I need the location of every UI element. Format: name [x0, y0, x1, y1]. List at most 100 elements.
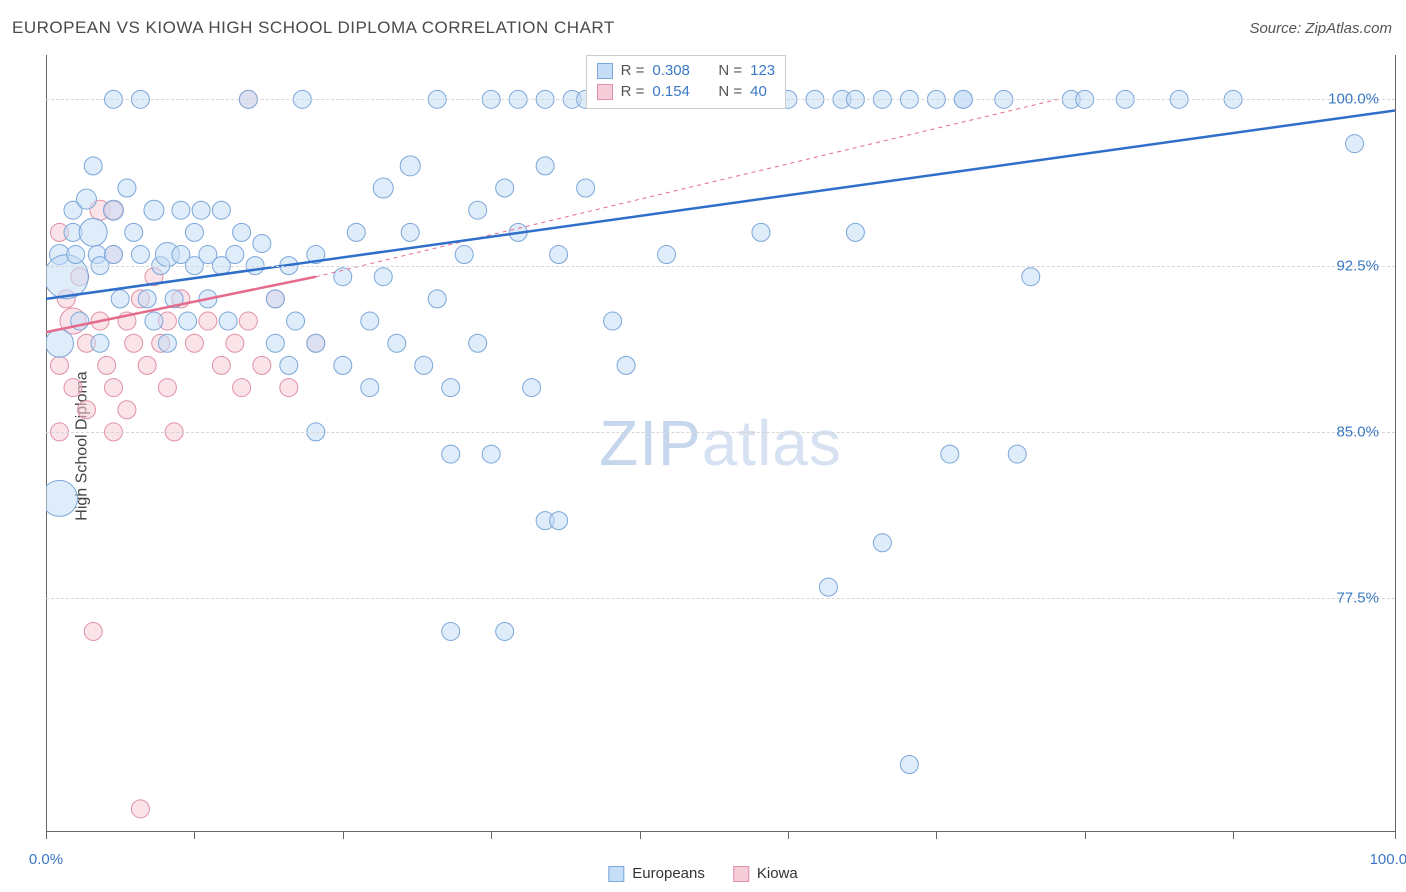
stats-n-value-europeans: 123 — [750, 62, 775, 79]
scatter-point-kiowa — [125, 334, 143, 352]
stats-n-label: N = — [718, 62, 742, 79]
scatter-point-europeans — [496, 179, 514, 197]
scatter-point-europeans — [219, 312, 237, 330]
trendline-kiowa-ext — [316, 99, 1058, 276]
stats-r-label: R = — [621, 83, 645, 100]
scatter-point-europeans — [104, 246, 122, 264]
scatter-point-kiowa — [138, 356, 156, 374]
scatter-point-europeans — [347, 223, 365, 241]
scatter-point-europeans — [415, 356, 433, 374]
chart-frame: ZIPatlas R = 0.308N = 123R = 0.154N = 40 — [46, 55, 1396, 832]
scatter-point-europeans — [428, 290, 446, 308]
legend-swatch-kiowa — [733, 866, 749, 882]
scatter-point-europeans — [455, 246, 473, 264]
scatter-point-europeans — [307, 334, 325, 352]
y-tick-label: 100.0% — [1328, 91, 1379, 108]
x-tick-mark — [491, 831, 492, 839]
legend-item-kiowa: Kiowa — [733, 865, 798, 882]
scatter-point-europeans — [361, 312, 379, 330]
scatter-point-europeans — [280, 356, 298, 374]
stats-row-kiowa: R = 0.154N = 40 — [597, 81, 776, 102]
scatter-point-europeans — [118, 179, 136, 197]
x-tick-mark — [788, 831, 789, 839]
scatter-point-europeans — [941, 445, 959, 463]
scatter-point-europeans — [550, 246, 568, 264]
scatter-point-europeans — [46, 329, 73, 357]
scatter-point-kiowa — [226, 334, 244, 352]
scatter-point-europeans — [873, 534, 891, 552]
scatter-point-europeans — [179, 312, 197, 330]
scatter-point-europeans — [401, 223, 419, 241]
scatter-point-kiowa — [199, 312, 217, 330]
x-tick-mark — [194, 831, 195, 839]
source-label: Source: ZipAtlas.com — [1249, 20, 1392, 37]
scatter-point-europeans — [67, 246, 85, 264]
scatter-point-europeans — [185, 223, 203, 241]
scatter-point-europeans — [76, 189, 96, 209]
x-tick-mark — [1395, 831, 1396, 839]
scatter-point-europeans — [79, 218, 107, 246]
scatter-point-europeans — [192, 201, 210, 219]
gridline — [46, 266, 1395, 267]
y-tick-label: 85.0% — [1336, 423, 1379, 440]
scatter-point-kiowa — [118, 401, 136, 419]
scatter-point-europeans — [1008, 445, 1026, 463]
scatter-point-europeans — [91, 334, 109, 352]
scatter-point-europeans — [103, 200, 123, 220]
scatter-point-kiowa — [64, 379, 82, 397]
legend: Europeans Kiowa — [608, 865, 797, 882]
x-tick-mark — [1085, 831, 1086, 839]
scatter-point-europeans — [482, 445, 500, 463]
scatter-point-europeans — [253, 234, 271, 252]
stats-row-europeans: R = 0.308N = 123 — [597, 60, 776, 81]
scatter-point-europeans — [752, 223, 770, 241]
plot-svg — [46, 55, 1395, 831]
scatter-point-europeans — [604, 312, 622, 330]
scatter-point-europeans — [846, 223, 864, 241]
scatter-point-europeans — [442, 622, 460, 640]
x-tick-mark — [640, 831, 641, 839]
scatter-point-europeans — [233, 223, 251, 241]
stats-n-value-kiowa: 40 — [750, 83, 767, 100]
scatter-point-europeans — [523, 379, 541, 397]
scatter-point-europeans — [577, 179, 595, 197]
scatter-point-europeans — [442, 379, 460, 397]
scatter-point-europeans — [388, 334, 406, 352]
legend-swatch-europeans — [608, 866, 624, 882]
stats-r-value-europeans: 0.308 — [652, 62, 704, 79]
stats-swatch-kiowa — [597, 84, 613, 100]
scatter-point-kiowa — [84, 622, 102, 640]
scatter-point-europeans — [469, 334, 487, 352]
scatter-point-kiowa — [131, 800, 149, 818]
scatter-point-europeans — [212, 201, 230, 219]
scatter-point-kiowa — [158, 379, 176, 397]
gridline — [46, 432, 1395, 433]
scatter-point-kiowa — [212, 356, 230, 374]
scatter-point-europeans — [496, 622, 514, 640]
chart-title: EUROPEAN VS KIOWA HIGH SCHOOL DIPLOMA CO… — [12, 18, 615, 38]
scatter-point-europeans — [266, 290, 284, 308]
scatter-point-kiowa — [50, 356, 68, 374]
scatter-point-europeans — [334, 356, 352, 374]
scatter-point-europeans — [469, 201, 487, 219]
scatter-point-europeans — [819, 578, 837, 596]
scatter-point-europeans — [287, 312, 305, 330]
scatter-point-europeans — [400, 156, 420, 176]
gridline — [46, 598, 1395, 599]
scatter-point-europeans — [145, 312, 163, 330]
y-tick-label: 77.5% — [1336, 590, 1379, 607]
scatter-point-kiowa — [185, 334, 203, 352]
legend-label-europeans: Europeans — [632, 865, 705, 882]
scatter-point-europeans — [373, 178, 393, 198]
scatter-point-europeans — [138, 290, 156, 308]
y-tick-label: 92.5% — [1336, 257, 1379, 274]
scatter-point-europeans — [172, 201, 190, 219]
scatter-point-europeans — [658, 246, 676, 264]
scatter-point-europeans — [111, 290, 129, 308]
scatter-point-europeans — [84, 157, 102, 175]
scatter-point-kiowa — [280, 379, 298, 397]
scatter-point-europeans — [442, 445, 460, 463]
scatter-point-europeans — [900, 755, 918, 773]
x-tick-mark — [46, 831, 47, 839]
legend-label-kiowa: Kiowa — [757, 865, 798, 882]
